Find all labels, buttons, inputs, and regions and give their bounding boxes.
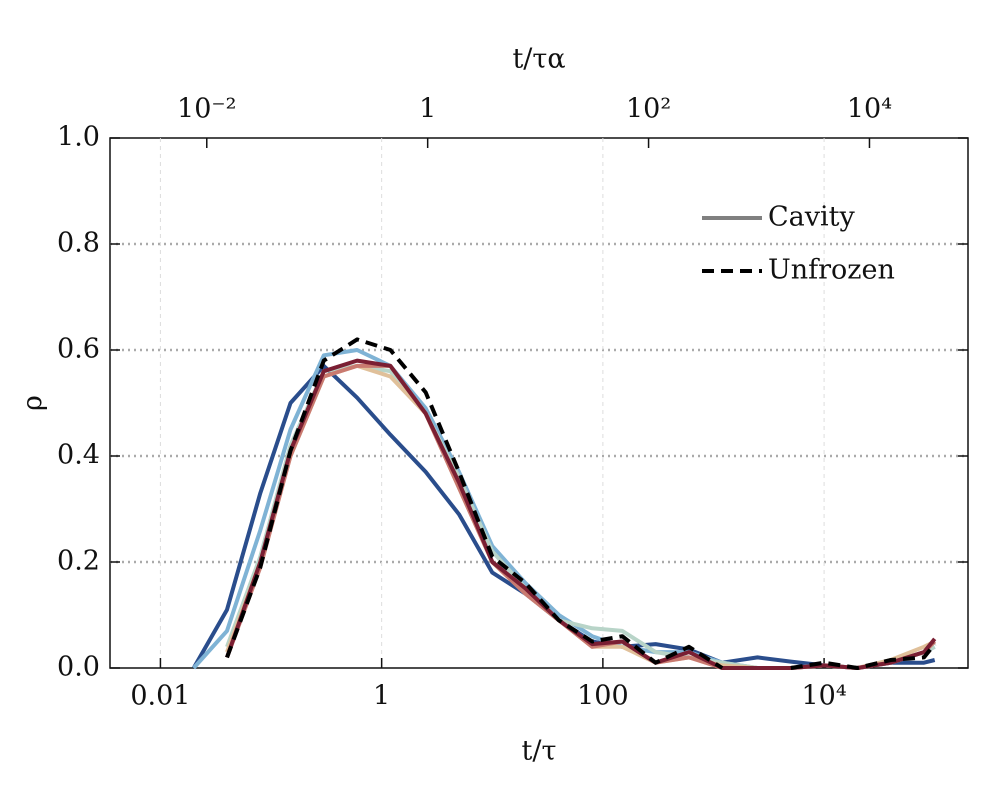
legend-label: Cavity: [768, 202, 855, 233]
y-tick-label: 1.0: [57, 122, 100, 153]
x2-axis-label: t/τα: [512, 44, 565, 75]
series-line: [225, 337, 937, 670]
series-line: [225, 363, 936, 670]
x-axis-label: t/τ: [522, 736, 557, 767]
plot-frame: [109, 137, 969, 669]
x-tick-label: 0.01: [130, 681, 190, 712]
x-tick-label: 100: [577, 681, 629, 712]
series-line: [225, 358, 937, 670]
y-tick-label: 0.2: [57, 546, 100, 577]
series-line: [225, 363, 937, 670]
x2-tick-label: 10²: [626, 94, 671, 125]
y-tick-label: 0.6: [57, 334, 100, 365]
x-tick-label: 10⁴: [801, 681, 846, 712]
y-axis-label: ρ: [18, 395, 49, 411]
x-tick-label: 1: [373, 681, 390, 712]
legend-label: Unfrozen: [768, 255, 895, 286]
series-line: [225, 363, 936, 670]
x2-tick-label: 10⁴: [847, 94, 892, 125]
y-tick-label: 0.8: [57, 228, 100, 259]
x2-tick-label: 1: [419, 94, 436, 125]
y-tick-label: 0.0: [57, 652, 100, 683]
x2-tick-label: 10⁻²: [177, 94, 236, 125]
y-tick-label: 0.4: [57, 440, 100, 471]
